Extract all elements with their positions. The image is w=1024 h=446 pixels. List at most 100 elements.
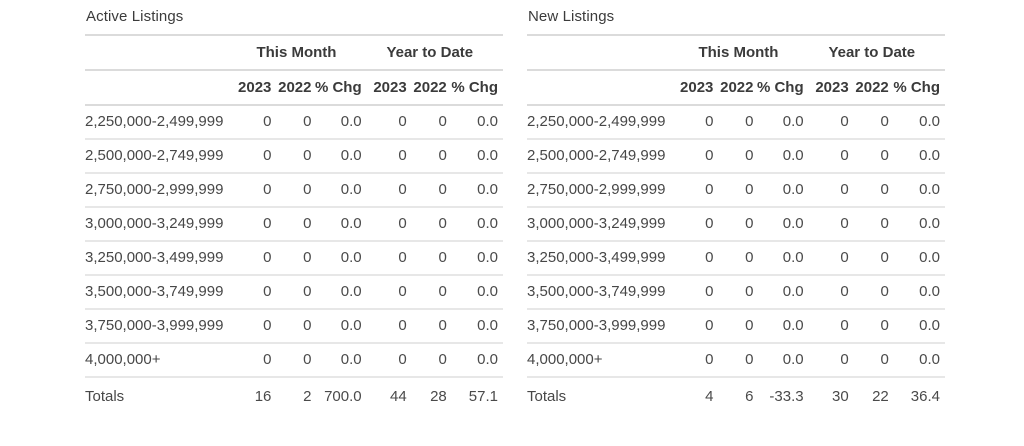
table-row: 2,500,000-2,749,999 0 0 0.0 0 0 0.0	[85, 139, 503, 174]
column-header-2022-ytd: 2022	[848, 70, 889, 106]
group-header-year-to-date: Year to Date	[803, 36, 945, 71]
totals-value: 36.4	[910, 388, 940, 405]
price-range-label: 3,250,000-3,499,999	[527, 241, 674, 276]
value-cell: 0	[231, 275, 272, 310]
value-cell: 0	[406, 173, 447, 208]
totals-label: Totals	[85, 388, 125, 405]
value-cell: 0	[406, 105, 447, 140]
new-listings-section: New Listings This Month Year to Date 202…	[527, 4, 945, 423]
price-range-label: 2,750,000-2,999,999	[527, 173, 674, 208]
value-cell: 0	[406, 207, 447, 242]
value-cell: 0	[673, 207, 714, 242]
value-cell: 0	[713, 105, 754, 140]
value-cell: 0	[271, 173, 312, 208]
totals-row: Totals 16 2 700.0 44 28 57.1	[85, 377, 503, 423]
value-cell: 0	[673, 241, 714, 276]
table-title-new-listings: New Listings	[527, 4, 945, 36]
column-header-pct-chg-month: % Chg	[753, 70, 804, 106]
value-cell: 0	[803, 105, 849, 140]
value-cell: 0	[231, 309, 272, 344]
price-range-label: 2,500,000-2,749,999	[527, 139, 674, 174]
totals-value: 16	[254, 388, 272, 405]
value-cell: 0	[713, 343, 754, 378]
value-cell: 0.0	[446, 139, 503, 174]
group-header-this-month: This Month	[673, 36, 804, 71]
value-cell: 0.0	[311, 207, 362, 242]
corner-cell	[85, 70, 232, 106]
table-row: 3,500,000-3,749,999 0 0 0.0 0 0 0.0	[85, 275, 503, 310]
value-cell: 0	[803, 309, 849, 344]
totals-value: 44	[390, 388, 407, 405]
value-cell: 0.0	[888, 309, 945, 344]
column-header-2022-month: 2022	[713, 70, 754, 106]
value-cell: 0	[231, 173, 272, 208]
column-header-pct-chg-ytd: % Chg	[888, 70, 945, 106]
table-row: 3,750,000-3,999,999 0 0 0.0 0 0 0.0	[527, 309, 945, 344]
price-range-label: 3,000,000-3,249,999	[85, 207, 232, 242]
column-header-row: 2023 2022 % Chg 2023 2022 % Chg	[527, 70, 945, 106]
value-cell: 0	[673, 173, 714, 208]
price-range-label: 2,500,000-2,749,999	[85, 139, 232, 174]
table-row: 3,250,000-3,499,999 0 0 0.0 0 0 0.0	[85, 241, 503, 276]
active-listings-section: Active Listings This Month Year to Date …	[85, 4, 503, 423]
value-cell: 0	[231, 105, 272, 140]
value-cell: 0.0	[753, 241, 804, 276]
value-cell: 0	[271, 343, 312, 378]
value-cell: 0	[803, 241, 849, 276]
table-row: 4,000,000+ 0 0 0.0 0 0 0.0	[85, 343, 503, 378]
price-range-label: 3,250,000-3,499,999	[85, 241, 232, 276]
value-cell: 0	[803, 275, 849, 310]
value-cell: 0.0	[753, 309, 804, 344]
value-cell: 0.0	[753, 275, 804, 310]
value-cell: 0.0	[888, 241, 945, 276]
value-cell: 0	[848, 275, 889, 310]
new-listings-table: This Month Year to Date 2023 2022 % Chg …	[527, 36, 945, 423]
value-cell: 0	[406, 275, 447, 310]
column-header-pct-chg-ytd: % Chg	[446, 70, 503, 106]
column-header-2022-ytd: 2022	[406, 70, 447, 106]
value-cell: 0	[803, 343, 849, 378]
value-cell: 0	[673, 343, 714, 378]
totals-value: 57.1	[468, 388, 498, 405]
table-row: 2,750,000-2,999,999 0 0 0.0 0 0 0.0	[527, 173, 945, 208]
value-cell: 0	[361, 105, 407, 140]
value-cell: 0	[713, 173, 754, 208]
value-cell: 0	[848, 241, 889, 276]
value-cell: 0.0	[446, 241, 503, 276]
value-cell: 0	[803, 139, 849, 174]
price-range-label: 3,500,000-3,749,999	[527, 275, 674, 310]
column-header-row: 2023 2022 % Chg 2023 2022 % Chg	[85, 70, 503, 106]
table-row: 3,500,000-3,749,999 0 0 0.0 0 0 0.0	[527, 275, 945, 310]
column-header-pct-chg-month: % Chg	[311, 70, 362, 106]
value-cell: 0	[361, 207, 407, 242]
value-cell: 0	[361, 275, 407, 310]
value-cell: 0	[231, 207, 272, 242]
value-cell: 0	[673, 309, 714, 344]
value-cell: 0	[848, 207, 889, 242]
value-cell: 0	[361, 309, 407, 344]
price-range-label: 3,750,000-3,999,999	[527, 309, 674, 344]
value-cell: 0	[361, 139, 407, 174]
value-cell: 0.0	[753, 173, 804, 208]
value-cell: 0.0	[311, 105, 362, 140]
value-cell: 0	[406, 309, 447, 344]
value-cell: 0	[713, 275, 754, 310]
value-cell: 0.0	[446, 207, 503, 242]
price-range-label: 2,250,000-2,499,999	[85, 105, 232, 140]
totals-row: Totals 4 6 -33.3 30 22 36.4	[527, 377, 945, 423]
value-cell: 0	[673, 139, 714, 174]
value-cell: 0.0	[888, 275, 945, 310]
value-cell: 0.0	[311, 309, 362, 344]
price-range-label: 2,250,000-2,499,999	[527, 105, 674, 140]
value-cell: 0	[673, 105, 714, 140]
value-cell: 0	[231, 241, 272, 276]
value-cell: 0	[673, 275, 714, 310]
column-header-2023-ytd: 2023	[803, 70, 849, 106]
value-cell: 0	[271, 105, 312, 140]
value-cell: 0	[231, 139, 272, 174]
value-cell: 0	[361, 241, 407, 276]
totals-value: 22	[872, 388, 889, 405]
table-row: 4,000,000+ 0 0 0.0 0 0 0.0	[527, 343, 945, 378]
corner-cell	[85, 36, 232, 71]
table-row: 3,750,000-3,999,999 0 0 0.0 0 0 0.0	[85, 309, 503, 344]
